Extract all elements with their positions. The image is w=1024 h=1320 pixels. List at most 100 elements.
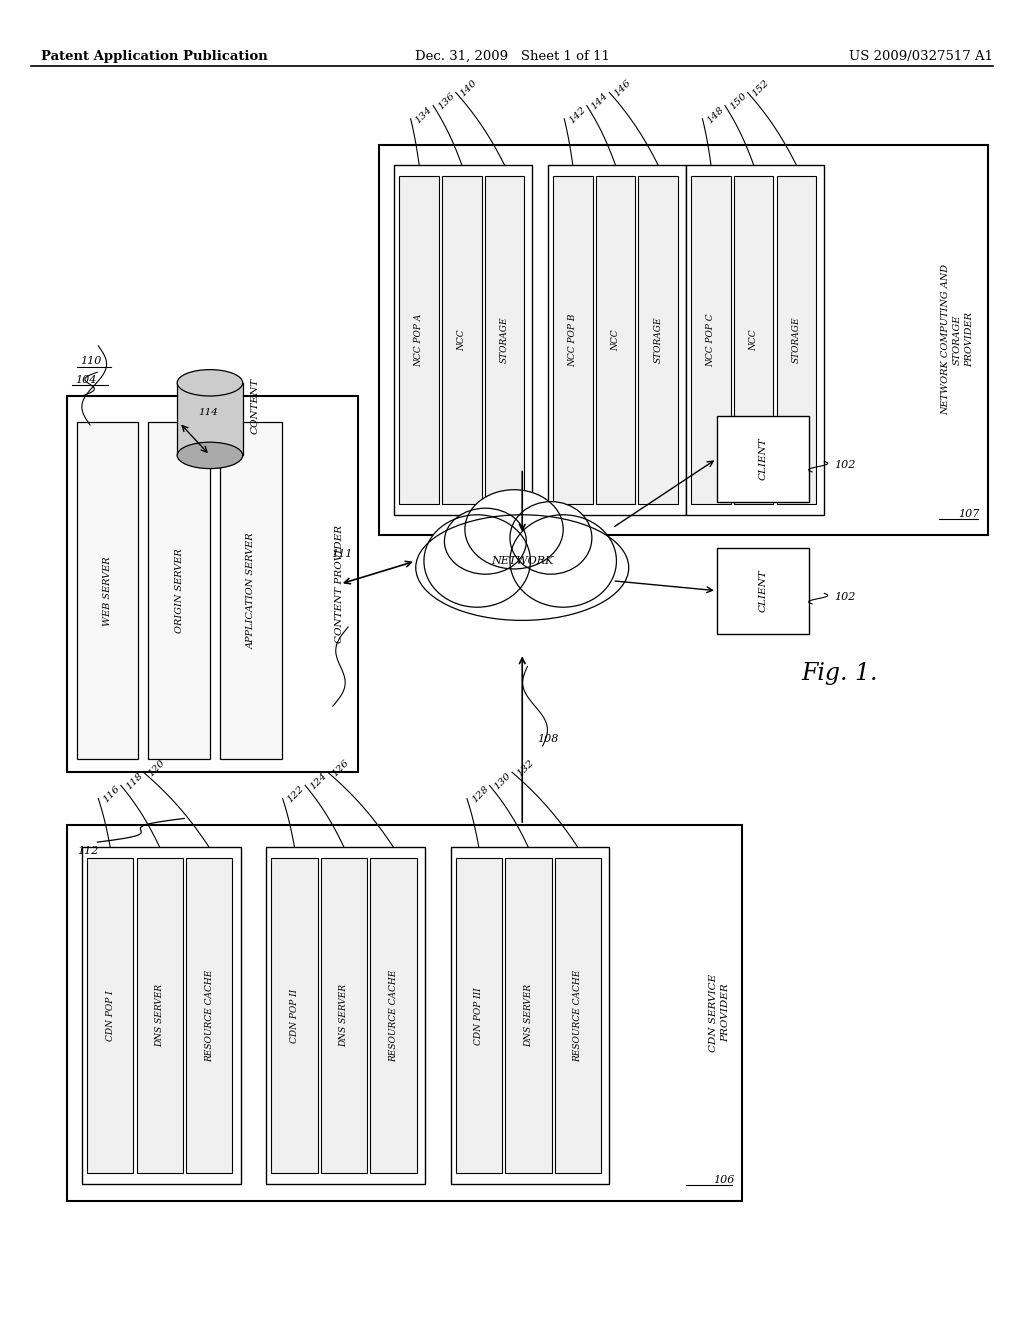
Text: 130: 130 [493,771,513,792]
Text: DNS SERVER: DNS SERVER [524,985,532,1047]
Ellipse shape [416,515,629,620]
Text: NETWORK: NETWORK [492,556,553,566]
Text: 124: 124 [308,771,329,792]
FancyBboxPatch shape [484,176,524,504]
Text: CDN POP II: CDN POP II [290,989,299,1043]
Text: NCC: NCC [750,329,758,351]
FancyBboxPatch shape [220,422,282,759]
Text: 118: 118 [124,771,144,792]
Text: 120: 120 [146,758,167,779]
FancyBboxPatch shape [442,176,481,504]
FancyBboxPatch shape [686,165,824,515]
Ellipse shape [465,490,563,569]
FancyBboxPatch shape [67,396,358,772]
FancyBboxPatch shape [321,858,368,1173]
FancyBboxPatch shape [555,858,601,1173]
FancyBboxPatch shape [596,176,635,504]
FancyBboxPatch shape [379,145,988,535]
Text: CDN SERVICE
PROVIDER: CDN SERVICE PROVIDER [710,974,730,1052]
Ellipse shape [510,502,592,574]
Text: 114: 114 [198,408,218,417]
Text: RESOURCE CACHE: RESOURCE CACHE [573,970,583,1061]
FancyBboxPatch shape [456,858,502,1173]
FancyBboxPatch shape [67,825,742,1201]
Text: Fig. 1.: Fig. 1. [802,661,878,685]
FancyBboxPatch shape [399,176,439,504]
Text: NETWORK COMPUTING AND
STORAGE
PROVIDER: NETWORK COMPUTING AND STORAGE PROVIDER [941,264,974,416]
Text: NCC POP A: NCC POP A [415,313,424,367]
Text: 144: 144 [590,91,610,112]
Ellipse shape [177,442,243,469]
Text: 116: 116 [101,784,122,805]
Text: WEB SERVER: WEB SERVER [103,556,112,626]
Ellipse shape [424,515,530,607]
FancyBboxPatch shape [82,847,241,1184]
FancyBboxPatch shape [548,165,686,515]
Text: STORAGE: STORAGE [792,317,801,363]
Ellipse shape [444,508,526,574]
Text: 134: 134 [414,104,434,125]
Text: NCC POP B: NCC POP B [568,313,578,367]
Text: RESOURCE CACHE: RESOURCE CACHE [205,970,214,1061]
Text: 142: 142 [567,104,588,125]
Text: CLIENT: CLIENT [759,569,767,612]
Text: 152: 152 [751,78,771,99]
Text: 106: 106 [713,1175,734,1185]
FancyBboxPatch shape [734,176,773,504]
Text: DNS SERVER: DNS SERVER [340,985,348,1047]
Text: CONTENT: CONTENT [251,378,260,434]
Text: 102: 102 [835,461,856,470]
FancyBboxPatch shape [77,422,138,759]
Text: 136: 136 [436,91,457,112]
Ellipse shape [177,370,243,396]
FancyBboxPatch shape [136,858,183,1173]
Text: 132: 132 [515,758,536,779]
FancyBboxPatch shape [505,858,552,1173]
Text: 126: 126 [331,758,351,779]
FancyBboxPatch shape [638,176,678,504]
Ellipse shape [510,515,616,607]
FancyBboxPatch shape [266,847,425,1184]
Text: Dec. 31, 2009   Sheet 1 of 11: Dec. 31, 2009 Sheet 1 of 11 [415,50,609,63]
Text: 128: 128 [470,784,490,805]
Text: RESOURCE CACHE: RESOURCE CACHE [389,970,398,1061]
Text: 111: 111 [331,549,352,560]
Text: CLIENT: CLIENT [759,437,767,480]
FancyBboxPatch shape [717,416,809,502]
Text: NCC POP C: NCC POP C [707,313,716,367]
Text: 110: 110 [80,355,101,366]
FancyBboxPatch shape [87,858,133,1173]
Text: CDN POP I: CDN POP I [105,990,115,1041]
FancyBboxPatch shape [451,847,609,1184]
Text: US 2009/0327517 A1: US 2009/0327517 A1 [849,50,993,63]
Text: 102: 102 [835,593,856,602]
Text: NCC: NCC [458,329,466,351]
Text: Patent Application Publication: Patent Application Publication [41,50,267,63]
Text: DNS SERVER: DNS SERVER [156,985,164,1047]
Text: 104: 104 [75,375,96,385]
FancyBboxPatch shape [394,165,532,515]
FancyBboxPatch shape [148,422,210,759]
Text: 112: 112 [77,846,98,857]
Text: APPLICATION SERVER: APPLICATION SERVER [247,532,255,649]
FancyBboxPatch shape [553,176,593,504]
FancyBboxPatch shape [776,176,816,504]
Text: STORAGE: STORAGE [500,317,509,363]
Text: 140: 140 [459,78,479,99]
Text: 107: 107 [958,508,980,519]
Text: STORAGE: STORAGE [653,317,663,363]
Text: 122: 122 [286,784,306,805]
FancyBboxPatch shape [691,176,731,504]
Text: CONTENT PROVIDER: CONTENT PROVIDER [336,525,344,643]
Text: 148: 148 [706,104,726,125]
Text: 150: 150 [728,91,749,112]
FancyBboxPatch shape [271,858,317,1173]
FancyBboxPatch shape [186,858,232,1173]
FancyBboxPatch shape [177,383,243,455]
Text: ORIGIN SERVER: ORIGIN SERVER [175,548,183,634]
Text: 108: 108 [538,734,559,744]
Text: CDN POP III: CDN POP III [474,987,483,1044]
FancyBboxPatch shape [717,548,809,634]
FancyBboxPatch shape [371,858,417,1173]
Text: NCC: NCC [611,329,620,351]
